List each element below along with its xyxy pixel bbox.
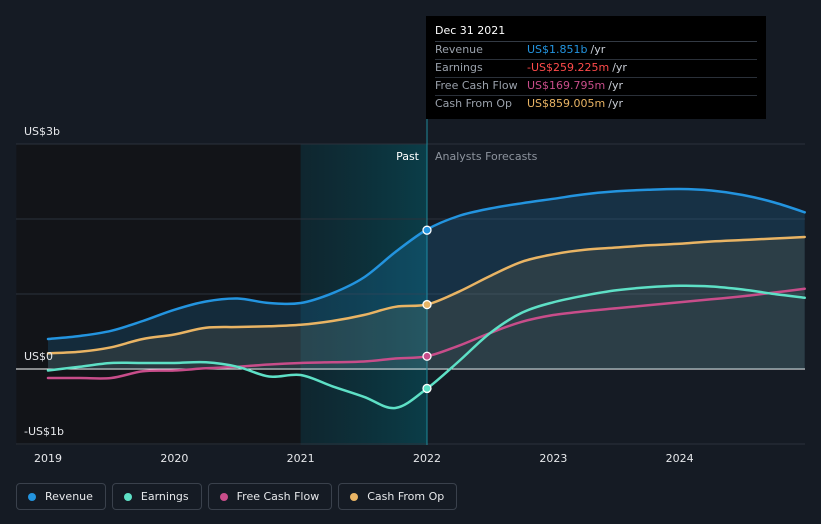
tooltip-value: US$169.795m xyxy=(527,79,606,92)
tooltip-row-earnings: Earnings -US$259.225m /yr xyxy=(435,60,757,78)
tooltip-value: US$1.851b xyxy=(527,43,588,56)
free-cash-flow-highlight-point xyxy=(422,351,432,361)
revenue-dot-icon xyxy=(28,492,36,501)
revenue-highlight-point xyxy=(422,225,432,235)
tooltip-row-cash-from-op: Cash From Op US$859.005m /yr xyxy=(435,96,757,113)
legend-item-free-cash-flow[interactable]: Free Cash Flow xyxy=(207,483,333,510)
tooltip-label: Free Cash Flow xyxy=(435,79,518,92)
earnings-highlight-point xyxy=(422,383,432,394)
legend-label: Cash From Op xyxy=(367,490,445,503)
x-tick-label: 2022 xyxy=(413,452,441,465)
tooltip-unit: /yr xyxy=(608,97,623,110)
y-tick-label: US$3b xyxy=(24,125,60,138)
tooltip: Dec 31 2021 Revenue US$1.851b /yr Earnin… xyxy=(426,16,766,119)
tooltip-label: Earnings xyxy=(435,61,483,74)
tooltip-unit: /yr xyxy=(608,79,623,92)
tooltip-value: US$859.005m xyxy=(527,97,606,110)
tooltip-date: Dec 31 2021 xyxy=(435,24,757,42)
tooltip-unit: /yr xyxy=(612,61,627,74)
line-chart: US$3b US$0 -US$1b 2019 2020 2021 2022 2023 2024 P… xyxy=(16,118,806,465)
tooltip-unit: /yr xyxy=(590,43,606,56)
legend-label: Earnings xyxy=(140,490,189,503)
legend: Revenue Earnings Free Cash Flow Cash Fro… xyxy=(16,483,458,510)
cash-from-op-area xyxy=(48,237,805,369)
forecast-label: Analysts Forecasts xyxy=(435,150,538,163)
x-tick-label: 2023 xyxy=(539,452,567,465)
tooltip-label: Revenue xyxy=(435,43,483,56)
tooltip-value: -US$259.225m xyxy=(527,61,610,74)
y-tick-label: -US$1b xyxy=(24,425,64,438)
legend-item-cash-from-op[interactable]: Cash From Op xyxy=(338,483,458,510)
x-tick-label: 2024 xyxy=(666,452,694,465)
revenue-area xyxy=(48,188,805,369)
legend-label: Free Cash Flow xyxy=(236,490,320,503)
legend-label: Revenue xyxy=(45,490,93,503)
tooltip-row-free-cash-flow: Free Cash Flow US$169.795m /yr xyxy=(435,78,757,96)
legend-item-revenue[interactable]: Revenue xyxy=(16,483,106,510)
x-tick-label: 2021 xyxy=(287,452,315,465)
tooltip-label: Cash From Op xyxy=(435,97,513,110)
cash-from-op-dot-icon xyxy=(350,492,359,501)
past-label: Past xyxy=(396,150,420,163)
free-cash-flow-dot-icon xyxy=(219,492,228,501)
legend-item-earnings[interactable]: Earnings xyxy=(111,483,202,510)
earnings-dot-icon xyxy=(123,492,132,501)
x-tick-label: 2019 xyxy=(34,452,62,465)
tooltip-row-revenue: Revenue US$1.851b /yr xyxy=(435,42,757,60)
cash-from-op-highlight-point xyxy=(422,299,432,310)
x-tick-label: 2020 xyxy=(160,452,188,465)
y-tick-label: US$0 xyxy=(24,350,53,363)
